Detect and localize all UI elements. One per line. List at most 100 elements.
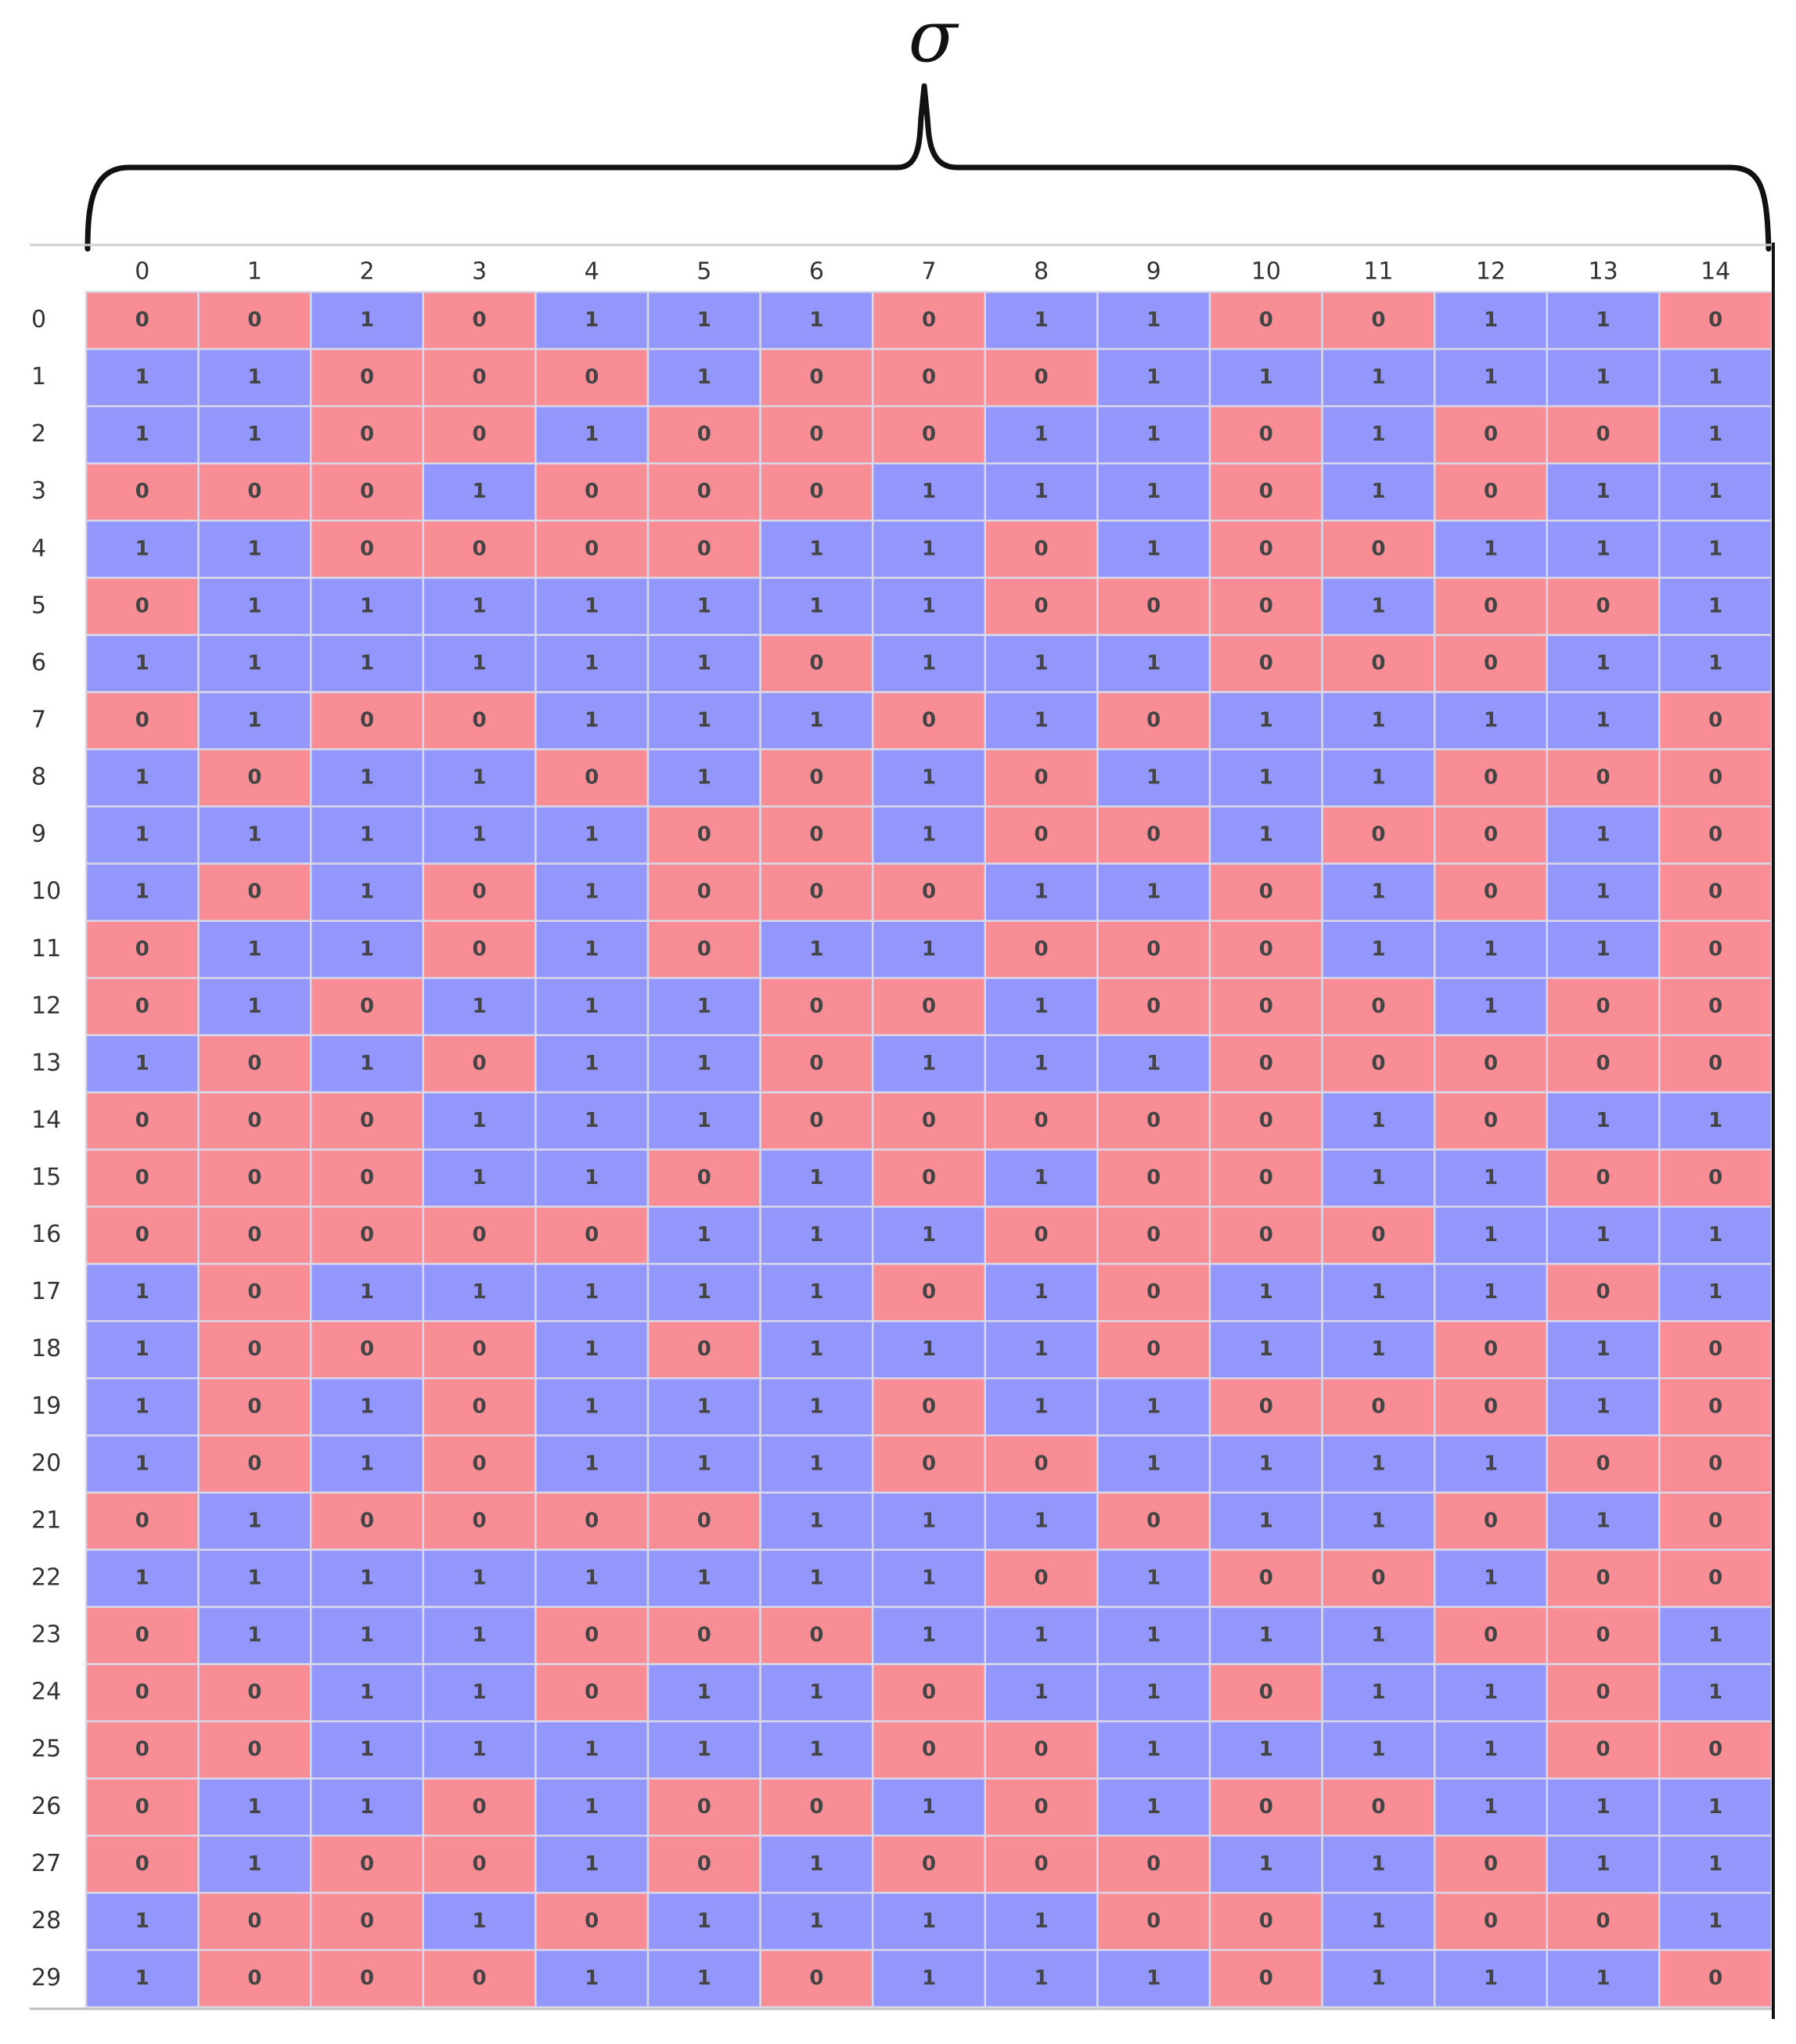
heatmap-cell — [1321, 1319, 1436, 1380]
cell-value-label: 1 — [809, 1337, 823, 1361]
heatmap-cell — [1321, 691, 1436, 750]
cell-value-label: 1 — [1596, 480, 1611, 503]
cell-value-label: 1 — [1371, 1909, 1385, 1933]
heatmap-cell — [1321, 577, 1436, 636]
cell-value-label: 0 — [1035, 1795, 1049, 1819]
cell-value-label: 1 — [360, 594, 374, 617]
heatmap-cell — [646, 977, 761, 1037]
row-tick-label: 1 — [31, 363, 46, 390]
heatmap-cell — [1208, 290, 1323, 351]
cell-value-label: 1 — [1146, 1394, 1161, 1418]
heatmap-cell — [1546, 462, 1661, 522]
cell-value-label: 0 — [135, 594, 149, 617]
heatmap-cell — [1433, 805, 1549, 865]
cell-value-label: 0 — [1484, 823, 1498, 847]
cell-value-label: 1 — [360, 651, 374, 675]
heatmap-cell — [309, 691, 425, 750]
row-tick-label: 19 — [31, 1392, 61, 1420]
cell-value-label: 1 — [809, 537, 823, 560]
cell-value-label: 1 — [1259, 1738, 1273, 1762]
cell-value-label: 1 — [1708, 1852, 1722, 1876]
heatmap-cell — [1433, 1492, 1549, 1551]
column-tick-label: 5 — [696, 258, 711, 286]
heatmap-cell — [759, 1377, 874, 1437]
cell-value-label: 0 — [1035, 365, 1049, 389]
cell-value-label: 1 — [1371, 1852, 1385, 1876]
row-tick-label: 25 — [31, 1736, 61, 1763]
cell-value-label: 1 — [585, 1109, 599, 1132]
row-tick-label: 16 — [31, 1221, 61, 1248]
cell-value-label: 0 — [1259, 480, 1273, 503]
cell-value-label: 0 — [922, 308, 936, 332]
row-tick-label: 27 — [31, 1850, 61, 1877]
cell-value-label: 1 — [585, 937, 599, 961]
heatmap-cell — [1321, 1606, 1436, 1665]
cell-value-label: 0 — [1035, 823, 1049, 847]
heatmap-cell — [1208, 1205, 1323, 1265]
cell-value-label: 1 — [1596, 1223, 1611, 1247]
row-tick-label: 7 — [31, 707, 46, 734]
heatmap-cell — [197, 1377, 312, 1437]
cell-value-label: 1 — [697, 1223, 711, 1247]
cell-value-label: 0 — [1146, 1337, 1161, 1361]
cell-value-label: 1 — [1371, 1452, 1385, 1475]
cell-value-label: 1 — [360, 1280, 374, 1304]
cell-value-label: 0 — [247, 1681, 261, 1704]
heatmap-cell — [1096, 1377, 1211, 1437]
cell-value-label: 1 — [135, 823, 149, 847]
cell-value-label: 0 — [1259, 537, 1273, 560]
cell-value-label: 1 — [1371, 594, 1385, 617]
heatmap-cell — [1321, 1834, 1436, 1895]
cell-value-label: 1 — [135, 1280, 149, 1304]
cell-value-label: 1 — [922, 480, 936, 503]
heatmap-cell — [646, 405, 761, 465]
cell-value-label: 1 — [922, 1795, 936, 1819]
heatmap-cell — [646, 862, 761, 922]
cell-value-label: 0 — [247, 1909, 261, 1933]
heatmap-cell — [1658, 520, 1773, 579]
heatmap-cell — [1546, 1377, 1661, 1437]
heatmap-cell — [1433, 1148, 1549, 1208]
cell-value-label: 1 — [1596, 537, 1611, 560]
heatmap-cell — [1321, 1891, 1436, 1952]
heatmap-cell — [1208, 805, 1323, 865]
cell-value-label: 0 — [585, 766, 599, 790]
cell-value-label: 1 — [1484, 365, 1498, 389]
cell-value-label: 0 — [697, 1166, 711, 1189]
cell-value-label: 0 — [1035, 594, 1049, 617]
cell-value-label: 1 — [1146, 480, 1161, 503]
cell-value-label: 0 — [1596, 1280, 1611, 1304]
cell-value-label: 1 — [1596, 709, 1611, 732]
cell-value-label: 1 — [1596, 823, 1611, 847]
row-tick-label: 21 — [31, 1506, 61, 1534]
heatmap-cell — [197, 1319, 312, 1380]
heatmap-cell — [759, 1720, 874, 1780]
heatmap-cell — [1321, 919, 1436, 980]
cell-value-label: 0 — [473, 709, 487, 732]
heatmap-cell — [1658, 1549, 1773, 1608]
cell-value-label: 1 — [1371, 937, 1385, 961]
heatmap-cell — [1658, 805, 1773, 865]
heatmap-cell — [1208, 977, 1323, 1037]
cell-value-label: 0 — [922, 995, 936, 1018]
cell-value-label: 0 — [247, 1280, 261, 1304]
cell-value-label: 0 — [697, 480, 711, 503]
heatmap-cell — [1433, 919, 1549, 980]
cell-value-label: 0 — [1035, 1852, 1049, 1876]
cell-value-label: 1 — [360, 823, 374, 847]
cell-value-label: 1 — [1596, 651, 1611, 675]
cell-value-label: 1 — [1371, 1166, 1385, 1189]
row-tick-label: 5 — [31, 592, 46, 619]
cell-value-label: 0 — [585, 365, 599, 389]
cell-value-label: 1 — [585, 823, 599, 847]
cell-value-label: 0 — [1259, 1052, 1273, 1075]
heatmap-cell — [197, 1891, 312, 1952]
heatmap-cell — [1433, 1091, 1549, 1151]
heatmap-cell — [871, 1949, 987, 2009]
cell-value-label: 0 — [1596, 1909, 1611, 1933]
cell-value-label: 1 — [247, 709, 261, 732]
heatmap-cell — [984, 748, 1099, 808]
cell-value-label: 0 — [247, 1452, 261, 1475]
heatmap-cell — [984, 862, 1099, 922]
heatmap-cell — [1658, 634, 1773, 693]
